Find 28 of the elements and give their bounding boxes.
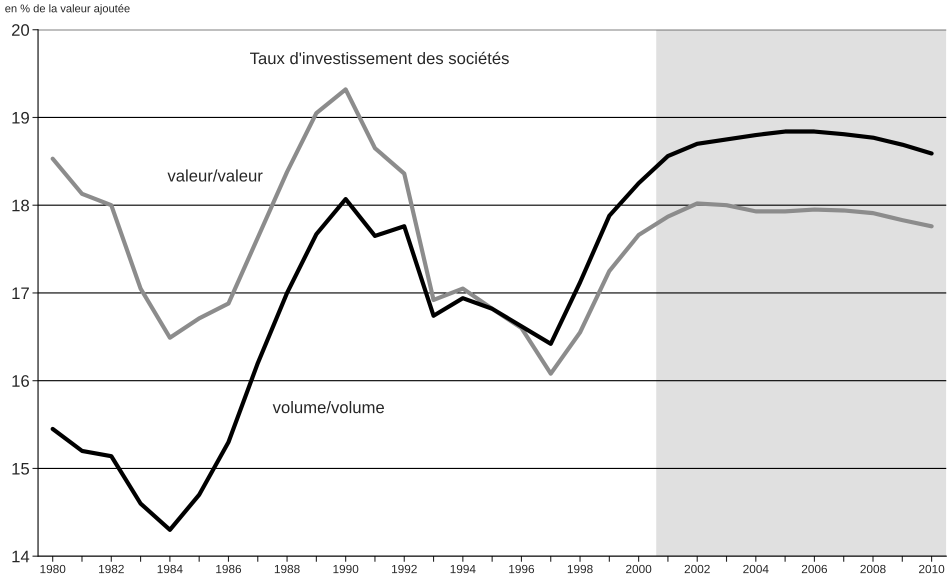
x-tick-label: 1996 [509,564,534,574]
x-tick-label: 1984 [158,564,183,574]
x-tick-label: 1980 [40,564,66,574]
y-tick-label: 14 [12,550,30,562]
series-label: volume/volume [272,401,384,414]
x-tick-label: 2006 [802,564,828,574]
y-tick-label: 19 [12,112,29,124]
y-tick-label: 17 [12,288,29,299]
y-tick-label: 16 [12,375,29,387]
y-axis-title: en % de la valeur ajoutée [5,4,130,15]
y-tick-label: 20 [12,24,30,36]
y-tick-label: 18 [12,200,29,212]
x-tick-label: 2008 [860,564,886,574]
x-tick-label: 2004 [743,564,769,574]
x-tick-label: 1994 [450,564,476,574]
x-tick-label: 1998 [568,564,593,574]
x-tick-label: 1988 [274,564,300,574]
x-tick-label: 1982 [99,564,124,574]
x-tick-label: 1990 [333,564,358,574]
text: Taux d'investissement des sociétés [250,52,509,64]
x-tick-label: 2000 [626,564,652,574]
series-label: valeur/valeur [167,169,263,182]
x-tick-label: 1992 [392,564,417,574]
x-tick-label: 2002 [684,564,710,574]
line-series [50,87,934,376]
x-tick-label: 1986 [216,564,242,574]
x-tick-label: 2010 [919,564,944,574]
y-tick-label: 15 [12,463,30,475]
